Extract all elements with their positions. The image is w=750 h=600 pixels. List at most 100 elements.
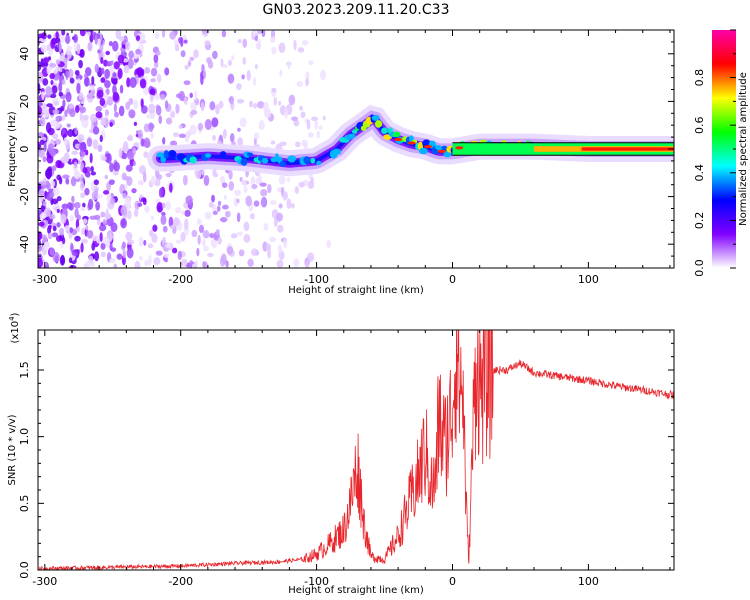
noise-blob [222,64,228,69]
noise-blob [96,218,102,226]
noise-blob [40,44,48,53]
colorbar-label: Normalized spectral amplitude [738,72,749,226]
noise-blob [65,177,70,185]
noise-blob [110,60,114,66]
noise-blob [305,78,309,87]
noise-blob [236,212,241,223]
noise-blob [47,232,53,240]
noise-blob [55,159,62,169]
noise-blob [113,161,120,172]
noise-blob [82,202,86,208]
noise-blob [83,73,88,79]
noise-blob [215,229,220,236]
noise-blob [237,137,244,148]
noise-blob [79,30,86,37]
noise-blob [277,244,282,254]
snr-multiplier-exponent: 4 [8,316,16,321]
ridge-blob [418,147,428,155]
noise-blob [132,99,139,110]
noise-blob [150,67,158,77]
noise-blob [79,106,87,114]
noise-blob [284,108,288,119]
noise-blob [228,181,235,191]
noise-blob [150,78,156,83]
noise-blob [63,152,70,163]
ridge-blob [279,160,287,167]
snr-series-line [38,330,674,570]
noise-blob [100,251,106,258]
noise-blob [120,205,128,216]
noise-blob [82,218,88,224]
noise-blob [273,96,277,106]
noise-blob [77,133,85,143]
ridge-peak [394,137,403,142]
noise-blob [184,64,189,70]
noise-blob [260,189,268,197]
noise-blob [189,56,195,62]
snr-x-axis: -300 -200 -100 0 100 [32,330,671,588]
noise-blob [61,30,66,36]
noise-blob [200,74,204,86]
noise-blob [91,75,95,85]
noise-blob [204,211,212,220]
noise-blob [202,30,209,35]
noise-blob [204,40,211,46]
noise-blob [259,182,267,187]
noise-blob [237,39,243,44]
noise-blob [80,192,86,199]
noise-blob [112,78,118,86]
noise-blob [38,257,43,268]
snr-multiplier: (x104) [8,312,21,343]
colorbar-tick-label: 0.8 [693,69,706,87]
noise-blob [127,58,134,70]
noise-blob [161,211,166,217]
noise-blob [127,135,134,142]
noise-blob [74,170,81,180]
noise-blob [173,217,181,227]
noise-blob [196,247,200,257]
noise-blob [64,35,71,45]
noise-blob [125,101,131,111]
y-tick-label: 20 [18,94,31,108]
noise-blob [203,175,210,186]
snr-x-axis-label: Height of straight line (km) [288,585,424,596]
noise-blob [78,91,84,100]
noise-blob [148,123,155,130]
y-tick-label: 0.5 [18,495,31,513]
noise-blob [158,115,162,125]
noise-blob [42,201,47,207]
noise-blob [243,221,250,232]
noise-blob [216,205,221,212]
noise-blob [212,50,218,60]
noise-blob [127,239,134,245]
noise-blob [100,77,106,83]
noise-blob [230,233,238,239]
noise-blob [223,194,227,200]
noise-blob [91,235,99,242]
colorbar-tick-label: 0.6 [693,116,706,134]
ridge-blob [205,153,212,158]
noise-blob [190,109,198,115]
noise-blob [117,54,125,64]
ridge-blob [371,114,380,121]
noise-blob [287,61,291,70]
noise-blob [99,44,104,52]
noise-blob [110,247,117,252]
noise-blob [229,132,235,143]
noise-blob [45,180,50,189]
x-tick-label: -200 [168,575,193,588]
noise-blob [221,30,227,38]
noise-blob [140,138,145,147]
noise-blob [203,245,209,252]
noise-blob [79,181,85,192]
noise-blob [155,50,161,56]
noise-blob [97,144,103,152]
noise-blob [88,198,94,210]
snr-y-axis: 0.0 0.5 1.0 1.5 [18,329,674,579]
noise-blob [290,203,295,209]
noise-blob [156,201,164,213]
noise-blob [243,233,251,243]
noise-blob [153,257,161,266]
noise-blob [142,197,147,206]
